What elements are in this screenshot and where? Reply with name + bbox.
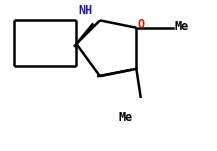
Text: NH: NH xyxy=(79,4,93,18)
Text: O: O xyxy=(137,18,145,31)
Text: Me: Me xyxy=(175,21,189,34)
Text: Me: Me xyxy=(118,111,133,124)
